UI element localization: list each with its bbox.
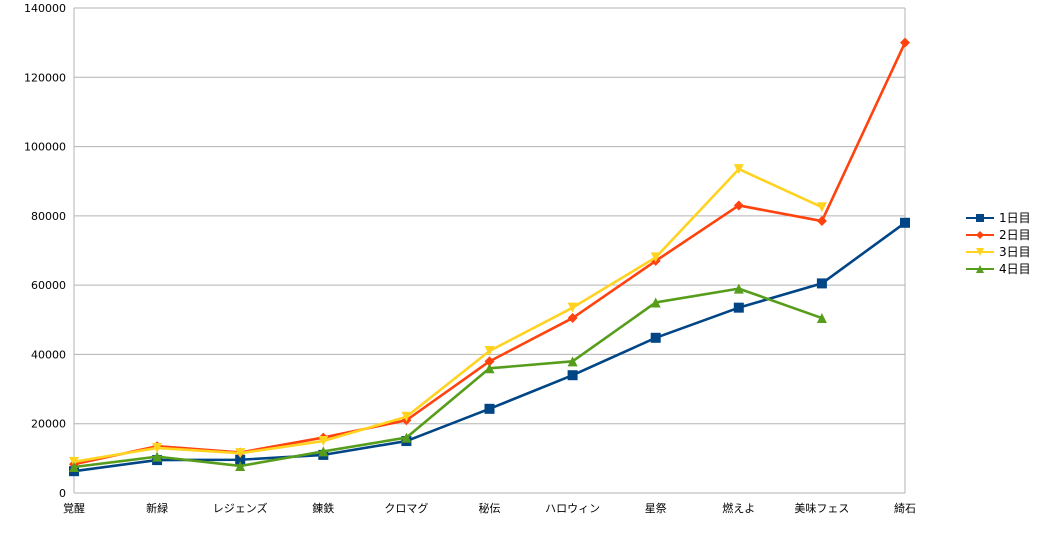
data-point <box>900 217 910 228</box>
data-point <box>733 302 744 313</box>
legend-label: 2日目 <box>999 228 1031 242</box>
series-3 <box>69 164 827 467</box>
legend-item: 3日目 <box>966 245 1031 259</box>
x-tick-label: 美味フェス <box>794 502 849 515</box>
y-tick-label: 120000 <box>24 71 66 84</box>
data-point <box>318 446 329 457</box>
y-tick-label: 20000 <box>31 418 66 431</box>
legend: 1日目 2日目 3日目 4日目 <box>966 211 1031 276</box>
data-point <box>152 442 163 453</box>
x-tick-label: 綺石 <box>894 502 916 515</box>
data-point <box>69 462 79 473</box>
x-tick-label: 覚醒 <box>63 502 85 515</box>
data-point <box>900 37 910 48</box>
x-tick-label: 秘伝 <box>479 501 501 515</box>
y-tick-label: 0 <box>59 487 66 500</box>
y-tick-label: 40000 <box>31 348 66 361</box>
data-point <box>484 363 495 374</box>
series-group <box>69 37 910 477</box>
data-point <box>152 451 163 462</box>
data-point <box>401 411 412 422</box>
data-point <box>650 252 661 263</box>
data-point <box>401 432 412 443</box>
legend-item: 4日目 <box>966 262 1031 276</box>
gridlines <box>74 7 905 494</box>
legend-marker <box>976 231 984 239</box>
data-point <box>816 313 827 324</box>
data-point <box>567 370 578 381</box>
legend-label: 1日目 <box>999 211 1031 225</box>
y-tick-label: 100000 <box>24 141 66 154</box>
legend-marker <box>976 248 984 256</box>
data-point <box>484 403 495 414</box>
data-point <box>567 313 578 324</box>
y-tick-label: 140000 <box>24 2 66 15</box>
x-tick-label: 新緑 <box>146 501 168 515</box>
legend-marker <box>976 214 984 222</box>
legend-label: 3日目 <box>999 245 1031 259</box>
data-point <box>484 356 495 367</box>
data-point <box>235 448 246 459</box>
y-tick-label: 80000 <box>31 210 66 223</box>
x-tick-label: ハロウィン <box>545 502 600 515</box>
data-point <box>650 332 661 343</box>
data-point <box>484 345 495 356</box>
data-point <box>235 460 246 471</box>
data-point <box>816 202 827 213</box>
x-axis-ticks: 覚醒 新緑 レジェンズ 錬鉄 クロマグ 秘伝 ハロウィン 星祭 燃えよ 美味フェス 綺石 <box>63 501 916 515</box>
x-tick-label: 錬鉄 <box>312 501 334 515</box>
data-point <box>235 454 246 465</box>
data-point <box>567 302 578 313</box>
y-axis-ticks: 0 20000 40000 60000 80000 100000 120000 140000 <box>24 2 66 500</box>
legend-label: 4日目 <box>999 262 1031 276</box>
data-point <box>733 283 744 294</box>
legend-marker <box>976 265 984 273</box>
data-point <box>567 356 578 367</box>
x-tick-label: 燃えよ <box>722 501 755 515</box>
series-4 <box>69 283 827 473</box>
x-tick-label: レジェンズ <box>213 501 268 515</box>
data-point <box>69 456 79 467</box>
x-tick-label: クロマグ <box>384 501 428 515</box>
data-point <box>816 278 827 289</box>
series-line <box>73 42 907 466</box>
series-line <box>73 167 823 464</box>
data-point <box>733 164 744 175</box>
data-point <box>816 216 827 227</box>
data-point <box>318 436 329 447</box>
axes <box>73 8 906 493</box>
data-point <box>650 297 661 308</box>
legend-item: 2日目 <box>966 228 1031 242</box>
series-line <box>73 287 823 469</box>
x-tick-label: 星祭 <box>645 502 667 515</box>
legend-item: 1日目 <box>966 211 1031 225</box>
data-point <box>733 200 744 211</box>
y-tick-label: 60000 <box>31 279 66 292</box>
